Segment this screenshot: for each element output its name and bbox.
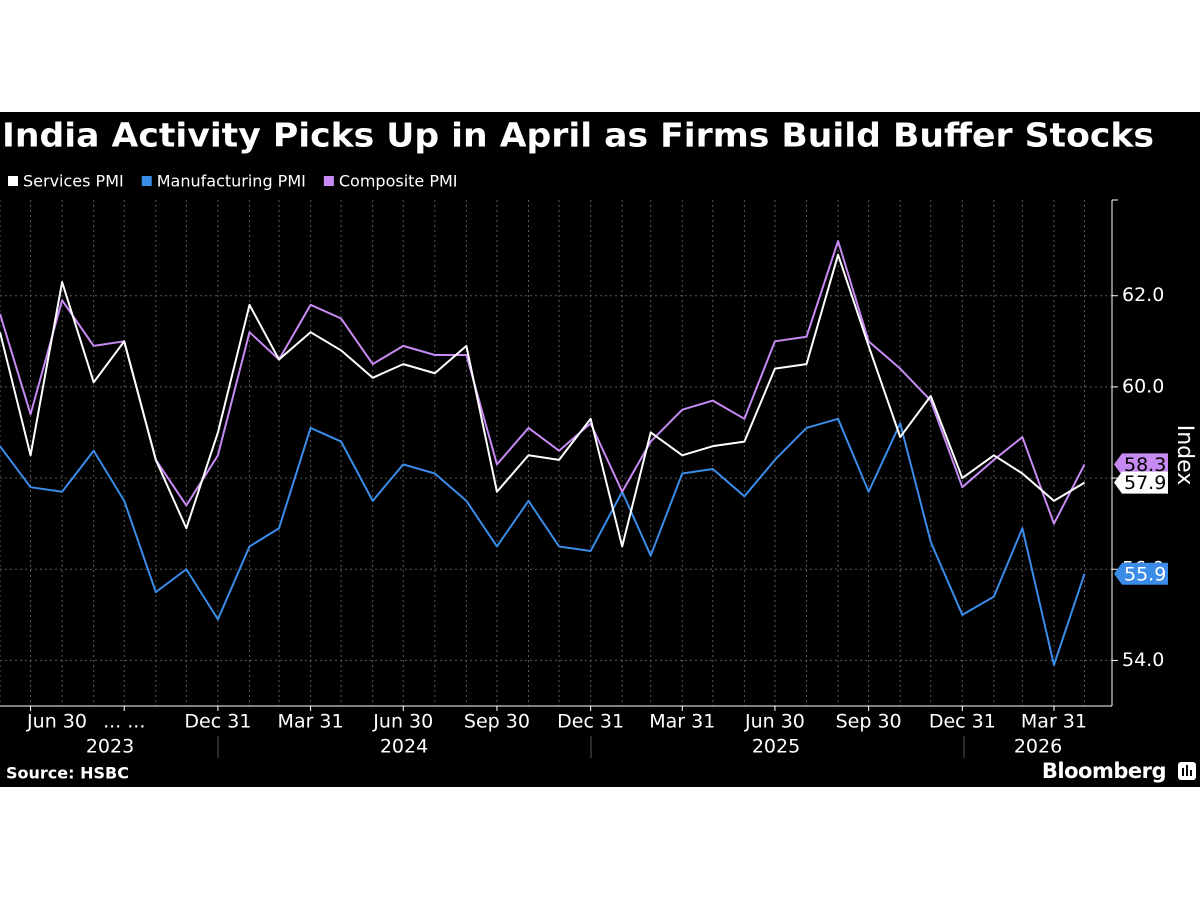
end-label: 57.9	[1114, 471, 1168, 494]
end-label-text: 58.3	[1124, 454, 1166, 476]
end-label: 55.9	[1114, 562, 1168, 585]
end-label-box	[1114, 471, 1168, 494]
end-label-box	[1114, 453, 1168, 476]
y-tick-label: 62.0	[1122, 284, 1164, 306]
legend-swatch	[141, 176, 152, 186]
series-line	[0, 240, 1086, 525]
x-tick-label: Mar 31	[278, 711, 344, 733]
series-line	[0, 417, 1086, 666]
year-label: 2025	[752, 736, 800, 758]
x-tick-label: Sep 30	[464, 711, 530, 733]
x-tick-label: Jun 30	[26, 711, 87, 733]
chart-title: India Activity Picks Up in April as Firm…	[2, 116, 1154, 155]
legend-label: Manufacturing PMI	[157, 172, 306, 191]
end-label-box	[1114, 562, 1168, 585]
x-tick-label: Sep 30	[836, 711, 902, 733]
year-label: 2024	[380, 736, 428, 758]
background	[0, 112, 1200, 787]
x-tick-label: Dec 31	[184, 711, 251, 733]
y-tick-label: 54.0	[1122, 649, 1164, 671]
end-label: 58.3	[1114, 453, 1168, 476]
series-line	[0, 253, 1086, 548]
end-label-text: 55.9	[1124, 563, 1166, 585]
x-tick-label: Mar 31	[1021, 711, 1087, 733]
x-tick-label: Dec 31	[557, 711, 624, 733]
year-label: 2023	[86, 736, 134, 758]
year-label: 2026	[1014, 736, 1062, 758]
y-axis-title: Index	[1172, 425, 1197, 486]
legend-label: Composite PMI	[339, 172, 458, 191]
source: Source: HSBC	[6, 764, 129, 783]
x-tick-label: Jun 30	[372, 711, 433, 733]
x-tick-label: Jun 30	[744, 711, 805, 733]
brand: Bloomberg	[1042, 759, 1166, 783]
legend-swatch	[8, 176, 18, 186]
x-tick-label: Dec 31	[929, 711, 996, 733]
legend-swatch	[323, 176, 334, 186]
brand-icon	[1178, 762, 1196, 780]
x-tick-label: ... ...	[103, 711, 145, 733]
legend-label: Services PMI	[23, 172, 124, 191]
end-label-text: 57.9	[1124, 472, 1166, 494]
y-tick-label: 60.0	[1122, 375, 1164, 397]
x-tick-label: Mar 31	[649, 711, 715, 733]
